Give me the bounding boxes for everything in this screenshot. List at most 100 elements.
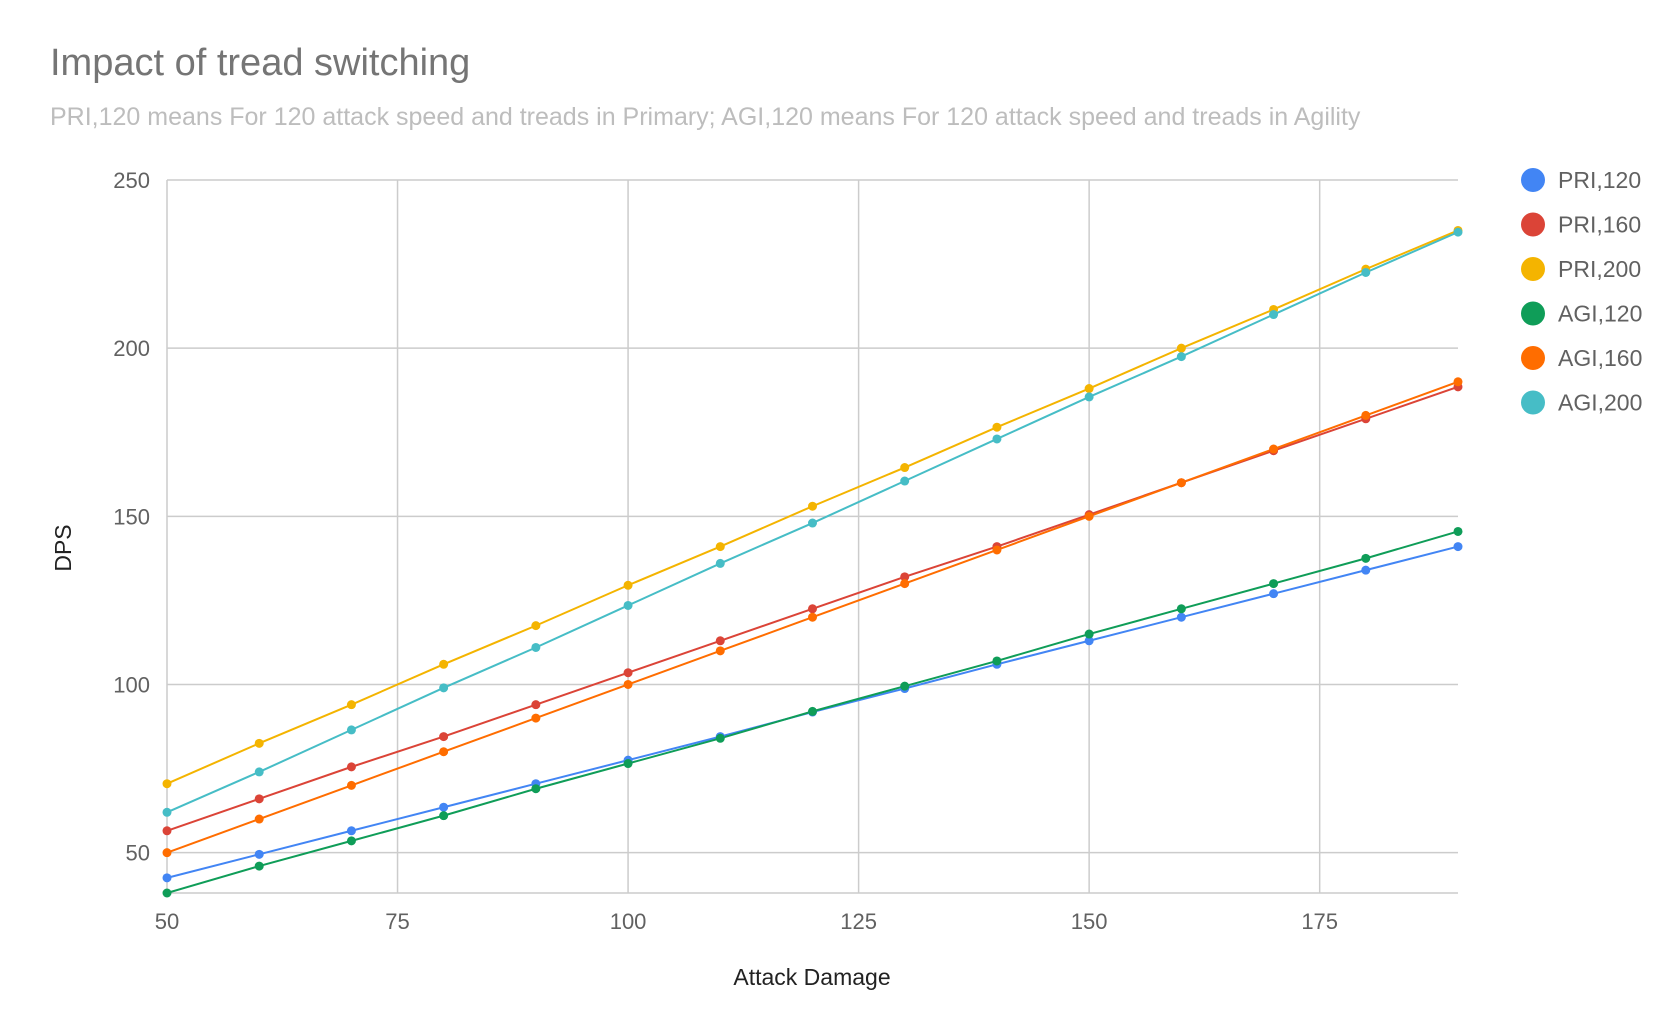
data-point <box>346 700 356 710</box>
legend-label: AGI,120 <box>1558 301 1642 327</box>
y-tick-label: 250 <box>113 168 150 193</box>
data-point <box>1453 526 1463 536</box>
data-point <box>1176 352 1186 362</box>
legend-item[interactable]: PRI,160 <box>1521 212 1641 238</box>
data-point <box>992 545 1002 555</box>
data-point <box>254 767 264 777</box>
y-tick-label: 100 <box>113 672 150 697</box>
data-point <box>900 476 910 486</box>
legend-label: PRI,120 <box>1558 167 1641 193</box>
legend-label: AGI,200 <box>1558 390 1642 416</box>
data-point <box>1269 310 1279 320</box>
data-point <box>531 642 541 652</box>
data-point <box>346 780 356 790</box>
data-point <box>1176 343 1186 353</box>
x-tick-label: 150 <box>1071 909 1108 934</box>
data-point <box>715 733 725 743</box>
data-point <box>1176 604 1186 614</box>
data-point <box>900 579 910 589</box>
legend-swatch <box>1521 257 1545 281</box>
data-point <box>439 659 449 669</box>
data-point <box>346 725 356 735</box>
y-tick-label: 200 <box>113 336 150 361</box>
legend-label: PRI,200 <box>1558 256 1641 282</box>
x-tick-label: 50 <box>155 909 179 934</box>
data-point <box>162 826 172 836</box>
data-point <box>439 683 449 693</box>
data-point <box>254 861 264 871</box>
data-point <box>715 558 725 568</box>
legend-swatch <box>1521 346 1545 370</box>
data-point <box>346 762 356 772</box>
legend-swatch <box>1521 168 1545 192</box>
data-point <box>1453 227 1463 237</box>
data-point <box>531 700 541 710</box>
data-point <box>1084 384 1094 394</box>
x-tick-label: 100 <box>610 909 647 934</box>
legend-item[interactable]: AGI,120 <box>1521 301 1642 327</box>
data-point <box>1361 410 1371 420</box>
series-points <box>162 225 1463 898</box>
x-tick-label: 125 <box>840 909 877 934</box>
legend-swatch <box>1521 390 1545 415</box>
data-point <box>900 572 910 582</box>
data-point <box>808 604 817 614</box>
data-point <box>254 814 264 824</box>
data-point <box>1176 478 1186 488</box>
data-point <box>531 784 541 794</box>
data-point <box>623 580 633 590</box>
data-point <box>992 422 1002 432</box>
data-point <box>1084 392 1094 402</box>
legend-label: AGI,160 <box>1558 345 1642 371</box>
legend-swatch <box>1521 212 1545 237</box>
data-point <box>346 826 356 836</box>
data-point <box>715 636 725 646</box>
data-point <box>162 873 172 883</box>
data-point <box>808 612 817 622</box>
legend-item[interactable]: AGI,200 <box>1521 390 1642 416</box>
data-point <box>162 779 172 789</box>
x-axis-title: Attack Damage <box>733 964 890 990</box>
data-point <box>254 849 264 859</box>
data-point <box>1084 636 1094 646</box>
data-point <box>900 681 910 691</box>
data-point <box>1269 589 1279 599</box>
chart-subtitle: PRI,120 means For 120 attack speed and t… <box>50 103 1361 131</box>
data-point <box>346 836 356 846</box>
data-point <box>1361 565 1371 575</box>
data-point <box>900 463 910 473</box>
data-point <box>992 656 1002 666</box>
legend: PRI,120 PRI,160 PRI,200 AGI,120 AGI,160 AGI,2… <box>1521 167 1642 416</box>
data-point <box>1084 511 1094 521</box>
data-point <box>1084 629 1094 639</box>
data-point <box>623 600 633 610</box>
x-tick-label: 75 <box>385 909 409 934</box>
legend-label: PRI,160 <box>1558 212 1641 238</box>
x-axis-ticks: 50 75 100 125 150 175 <box>155 909 1338 934</box>
legend-item[interactable]: PRI,120 <box>1521 167 1641 193</box>
legend-item[interactable]: AGI,160 <box>1521 345 1642 371</box>
series-lines <box>166 229 1459 894</box>
data-point <box>1453 542 1463 552</box>
data-point <box>1453 377 1463 387</box>
data-point <box>623 668 633 678</box>
data-point <box>1176 612 1186 622</box>
y-tick-label: 150 <box>113 504 150 529</box>
data-point <box>531 621 541 631</box>
data-point <box>439 732 449 742</box>
data-point <box>1361 553 1371 563</box>
data-point <box>808 501 817 511</box>
data-point <box>808 518 817 528</box>
data-point <box>439 811 449 821</box>
x-tick-label: 175 <box>1301 909 1338 934</box>
data-point <box>162 888 172 898</box>
data-point <box>162 807 172 817</box>
data-point <box>1269 579 1279 589</box>
data-point <box>715 542 725 552</box>
legend-item[interactable]: PRI,200 <box>1521 256 1641 282</box>
y-tick-label: 50 <box>126 841 150 866</box>
data-point <box>808 706 817 716</box>
data-point <box>992 434 1002 444</box>
legend-swatch <box>1521 301 1545 326</box>
data-point <box>1361 267 1371 277</box>
